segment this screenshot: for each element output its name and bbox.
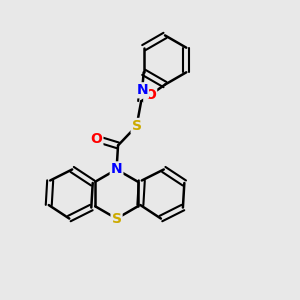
Text: O: O — [144, 88, 156, 102]
Text: N: N — [136, 83, 148, 97]
Text: N: N — [111, 162, 122, 176]
Text: S: S — [112, 212, 122, 226]
Text: O: O — [91, 132, 102, 146]
Text: S: S — [132, 119, 142, 133]
